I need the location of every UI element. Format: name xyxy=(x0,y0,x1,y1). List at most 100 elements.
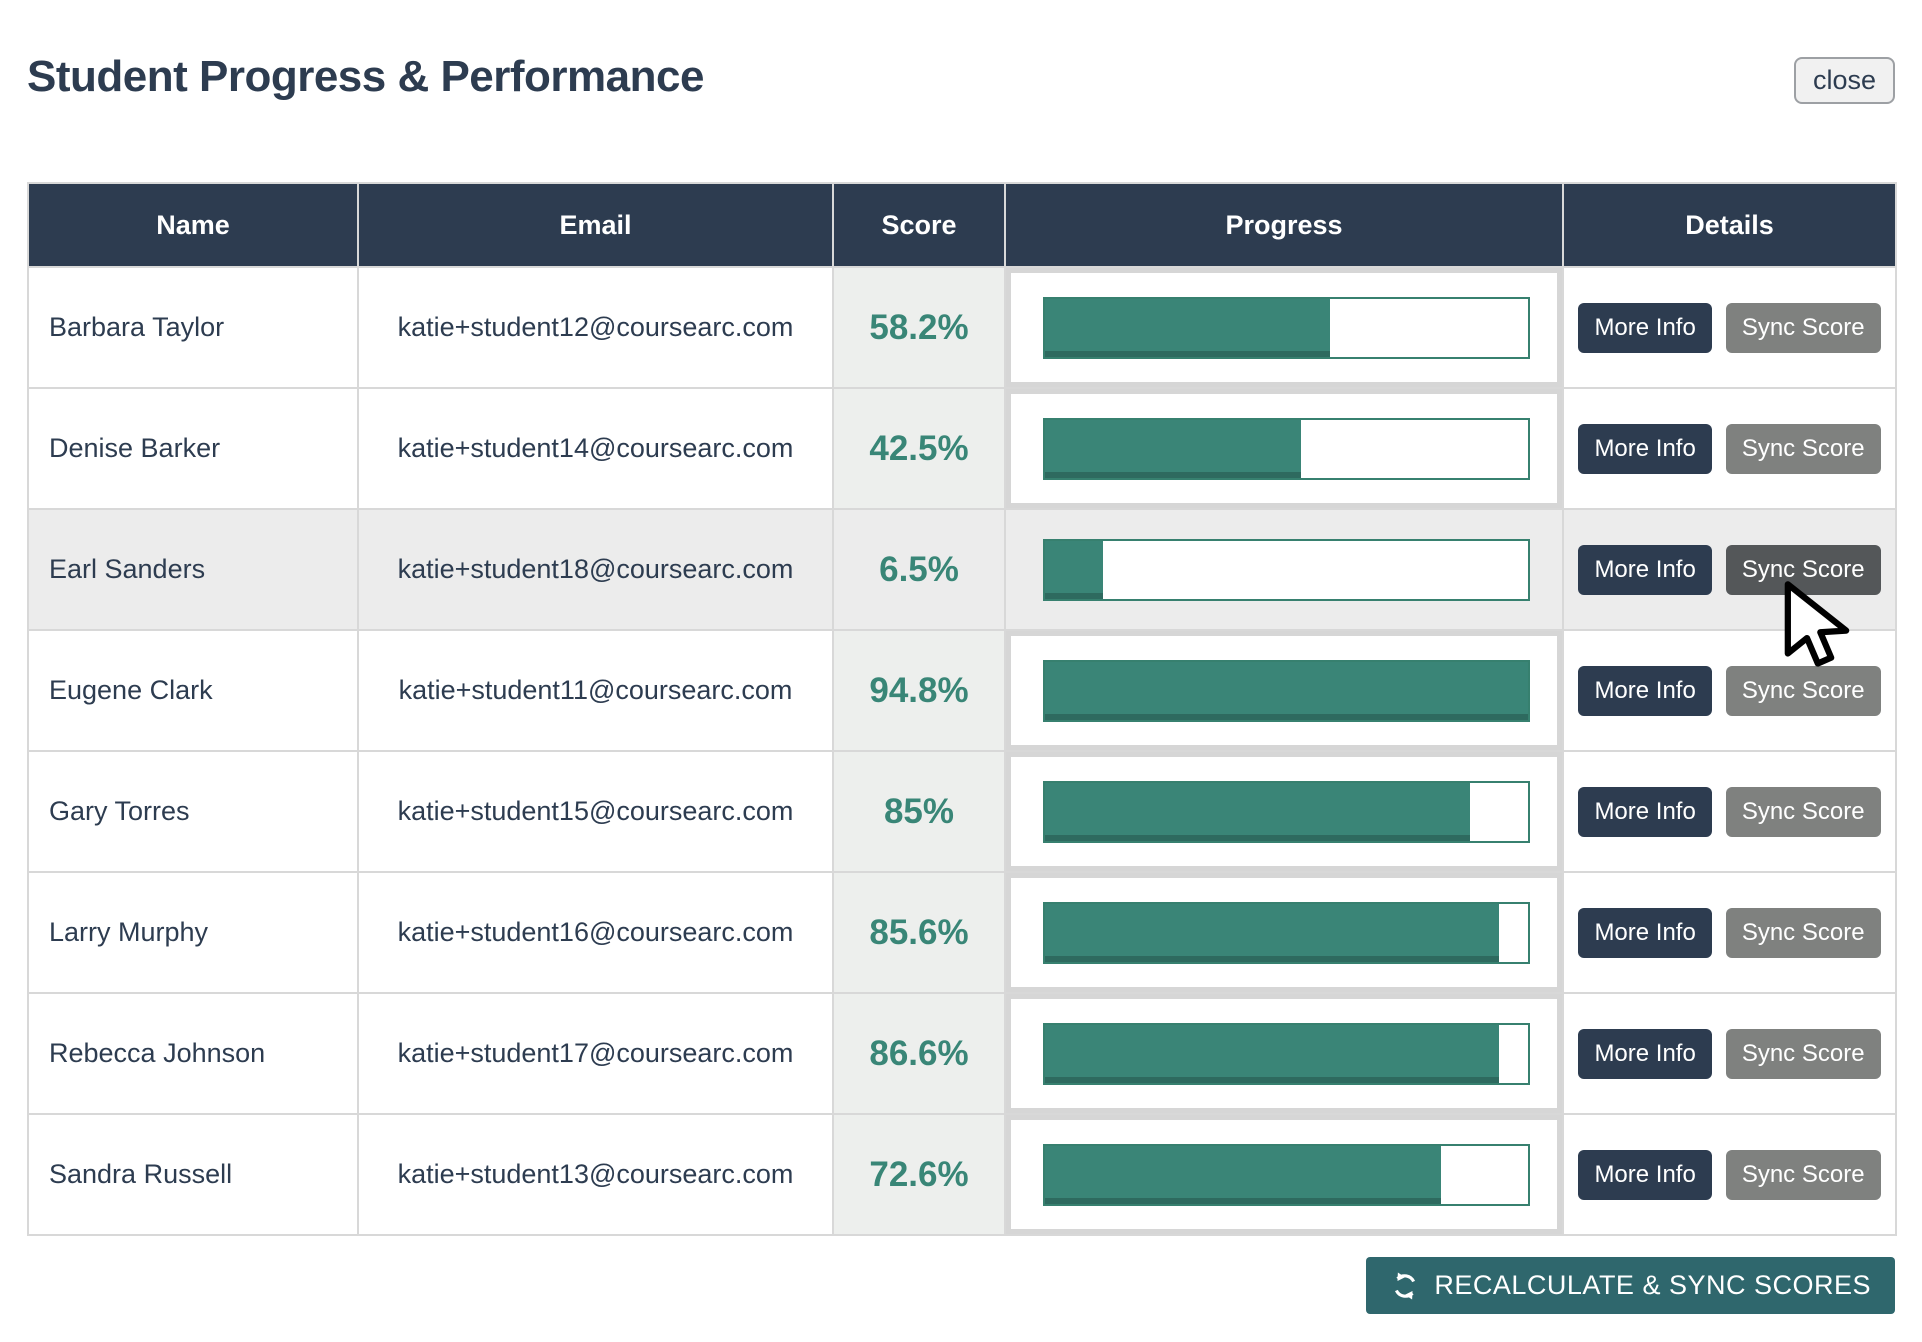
progress-bar xyxy=(1043,296,1530,359)
details-cell: More Info Sync Score xyxy=(1562,629,1897,752)
student-email: katie+student13@coursearc.com xyxy=(357,1113,834,1236)
student-name: Sandra Russell xyxy=(27,1113,359,1236)
page-title: Student Progress & Performance xyxy=(27,52,704,101)
details-cell: More Info Sync Score xyxy=(1562,1113,1897,1236)
progress-fill xyxy=(1045,419,1301,478)
progress-card xyxy=(1011,273,1557,382)
column-header-email: Email xyxy=(357,182,834,268)
progress-card xyxy=(1011,515,1557,624)
more-info-button[interactable]: More Info xyxy=(1578,786,1712,837)
progress-cell xyxy=(1004,387,1564,510)
table-row: Sandra Russell katie+student13@coursearc… xyxy=(27,1113,1897,1236)
progress-fill xyxy=(1045,540,1103,599)
more-info-button[interactable]: More Info xyxy=(1578,544,1712,595)
details-cell: More Info Sync Score xyxy=(1562,871,1897,994)
progress-card xyxy=(1011,394,1557,503)
progress-fill xyxy=(1045,903,1500,962)
student-name: Larry Murphy xyxy=(27,871,359,994)
modal-header: Student Progress & Performance close xyxy=(27,0,1895,130)
progress-cell xyxy=(1004,871,1564,994)
student-progress-table: Name Email Score Progress Details Barbar… xyxy=(27,182,1897,1236)
footer-bar: RECALCULATE & SYNC SCORES xyxy=(27,1257,1895,1314)
student-name: Rebecca Johnson xyxy=(27,992,359,1115)
student-email: katie+student17@coursearc.com xyxy=(357,992,834,1115)
progress-card xyxy=(1011,878,1557,987)
sync-score-button[interactable]: Sync Score xyxy=(1725,786,1881,837)
student-email: katie+student11@coursearc.com xyxy=(357,629,834,752)
progress-bar xyxy=(1043,780,1530,843)
student-email: katie+student16@coursearc.com xyxy=(357,871,834,994)
student-score: 85% xyxy=(832,750,1006,873)
details-cell: More Info Sync Score xyxy=(1562,750,1897,873)
more-info-button[interactable]: More Info xyxy=(1578,1149,1712,1200)
refresh-icon xyxy=(1390,1271,1420,1301)
progress-fill xyxy=(1045,298,1330,357)
progress-cell xyxy=(1004,750,1564,873)
more-info-button[interactable]: More Info xyxy=(1578,665,1712,716)
student-email: katie+student18@coursearc.com xyxy=(357,508,834,631)
student-name: Earl Sanders xyxy=(27,508,359,631)
details-cell: More Info Sync Score xyxy=(1562,992,1897,1115)
table-row-highlighted: Earl Sanders katie+student18@coursearc.c… xyxy=(27,508,1897,631)
student-score: 42.5% xyxy=(832,387,1006,510)
close-button[interactable]: close xyxy=(1793,57,1895,104)
more-info-button[interactable]: More Info xyxy=(1578,423,1712,474)
more-info-button[interactable]: More Info xyxy=(1578,907,1712,958)
student-score: 72.6% xyxy=(832,1113,1006,1236)
progress-cell xyxy=(1004,992,1564,1115)
more-info-button[interactable]: More Info xyxy=(1578,302,1712,353)
student-email: katie+student14@coursearc.com xyxy=(357,387,834,510)
details-cell: More Info Sync Score xyxy=(1562,508,1897,631)
progress-bar xyxy=(1043,901,1530,964)
student-name: Denise Barker xyxy=(27,387,359,510)
student-name: Barbara Taylor xyxy=(27,266,359,389)
student-email: katie+student12@coursearc.com xyxy=(357,266,834,389)
table-header-row: Name Email Score Progress Details xyxy=(27,182,1897,268)
details-cell: More Info Sync Score xyxy=(1562,387,1897,510)
progress-bar xyxy=(1043,538,1530,601)
student-email: katie+student15@coursearc.com xyxy=(357,750,834,873)
progress-cell xyxy=(1004,508,1564,631)
progress-bar xyxy=(1043,417,1530,480)
details-cell: More Info Sync Score xyxy=(1562,266,1897,389)
column-header-details: Details xyxy=(1562,182,1897,268)
sync-score-button[interactable]: Sync Score xyxy=(1725,665,1881,716)
more-info-button[interactable]: More Info xyxy=(1578,1028,1712,1079)
recalculate-sync-label: RECALCULATE & SYNC SCORES xyxy=(1434,1270,1871,1300)
table-row: Denise Barker katie+student14@coursearc.… xyxy=(27,387,1897,510)
table-row: Larry Murphy katie+student16@coursearc.c… xyxy=(27,871,1897,994)
progress-card xyxy=(1011,636,1557,745)
progress-bar xyxy=(1043,1143,1530,1206)
progress-bar xyxy=(1043,659,1530,722)
recalculate-sync-button[interactable]: RECALCULATE & SYNC SCORES xyxy=(1366,1257,1895,1314)
sync-score-button[interactable]: Sync Score xyxy=(1725,907,1881,958)
column-header-score: Score xyxy=(832,182,1006,268)
progress-cell xyxy=(1004,266,1564,389)
sync-score-button[interactable]: Sync Score xyxy=(1725,1028,1881,1079)
table-row: Eugene Clark katie+student11@coursearc.c… xyxy=(27,629,1897,752)
progress-card xyxy=(1011,999,1557,1108)
progress-fill xyxy=(1045,782,1471,841)
progress-card xyxy=(1011,1120,1557,1229)
progress-fill xyxy=(1045,661,1528,720)
progress-card xyxy=(1011,757,1557,866)
progress-fill xyxy=(1045,1024,1500,1083)
column-header-name: Name xyxy=(27,182,359,268)
student-score: 58.2% xyxy=(832,266,1006,389)
column-header-progress: Progress xyxy=(1004,182,1564,268)
student-score: 94.8% xyxy=(832,629,1006,752)
sync-score-button[interactable]: Sync Score xyxy=(1725,302,1881,353)
student-score: 6.5% xyxy=(832,508,1006,631)
table-row: Gary Torres katie+student15@coursearc.co… xyxy=(27,750,1897,873)
student-score: 85.6% xyxy=(832,871,1006,994)
student-score: 86.6% xyxy=(832,992,1006,1115)
student-name: Gary Torres xyxy=(27,750,359,873)
sync-score-button[interactable]: Sync Score xyxy=(1725,1149,1881,1200)
progress-cell xyxy=(1004,629,1564,752)
sync-score-button-hovered[interactable]: Sync Score xyxy=(1725,544,1881,595)
table-row: Rebecca Johnson katie+student17@coursear… xyxy=(27,992,1897,1115)
student-name: Eugene Clark xyxy=(27,629,359,752)
sync-score-button[interactable]: Sync Score xyxy=(1725,423,1881,474)
progress-fill xyxy=(1045,1145,1442,1204)
